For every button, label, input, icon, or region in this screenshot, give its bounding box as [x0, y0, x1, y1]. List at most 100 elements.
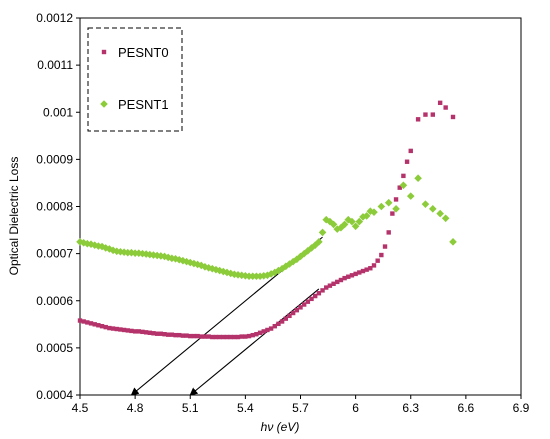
- data-point: [169, 332, 175, 337]
- data-point: [162, 332, 167, 337]
- data-point: [173, 332, 178, 338]
- data-point: [337, 223, 345, 232]
- data-point: [342, 275, 347, 281]
- data-point: [92, 322, 97, 327]
- data-point: [215, 266, 224, 275]
- data-point: [228, 334, 233, 340]
- data-point: [120, 248, 128, 257]
- x-tick-label: 4.8: [127, 401, 144, 415]
- data-point: [443, 105, 448, 110]
- data-point: [232, 334, 237, 340]
- data-point: [166, 332, 171, 337]
- data-point: [168, 254, 176, 263]
- annotation-arrow: [189, 288, 320, 396]
- data-point: [109, 246, 117, 255]
- data-point: [364, 267, 369, 272]
- data-point: [279, 319, 285, 324]
- series-pesnt1: [76, 174, 457, 281]
- data-point: [219, 267, 228, 276]
- data-point: [353, 271, 358, 277]
- data-point: [180, 333, 186, 338]
- data-point: [375, 258, 380, 263]
- data-point: [346, 274, 351, 279]
- x-tick-label: 6.6: [458, 401, 475, 415]
- data-point: [201, 263, 209, 271]
- data-point: [143, 330, 149, 335]
- legend-box: [87, 27, 183, 132]
- data-point: [368, 266, 373, 271]
- data-point: [384, 198, 393, 207]
- data-point: [450, 114, 456, 120]
- data-point: [268, 326, 274, 331]
- data-point: [142, 250, 150, 258]
- data-point: [257, 330, 263, 335]
- data-point: [327, 283, 333, 288]
- data-point: [98, 242, 106, 251]
- data-point: [335, 279, 340, 285]
- data-point: [77, 318, 83, 323]
- data-point: [191, 333, 197, 339]
- data-point: [147, 330, 153, 335]
- data-point: [290, 310, 296, 316]
- data-point: [263, 271, 272, 280]
- legend-label-pesnt1: PESNT1: [118, 97, 169, 112]
- data-point: [235, 334, 241, 340]
- legend-marker-pesnt1: [100, 100, 108, 108]
- data-point: [326, 217, 334, 226]
- data-point: [230, 270, 239, 279]
- data-point: [107, 325, 112, 331]
- data-point: [103, 324, 108, 330]
- data-point: [85, 320, 90, 325]
- data-point: [390, 211, 395, 216]
- legend: PESNT0 PESNT1: [87, 27, 183, 132]
- data-point: [135, 249, 143, 257]
- data-point: [83, 239, 92, 248]
- data-point: [243, 334, 248, 339]
- data-point: [81, 319, 86, 324]
- data-point: [340, 220, 349, 229]
- data-point: [210, 334, 215, 340]
- data-point: [202, 334, 208, 339]
- data-point: [294, 307, 300, 313]
- data-point: [430, 112, 435, 117]
- data-point: [305, 299, 311, 304]
- data-point: [377, 202, 386, 211]
- data-point: [114, 326, 119, 332]
- data-point: [366, 207, 375, 216]
- data-point: [401, 173, 406, 179]
- data-point: [157, 252, 165, 260]
- data-point: [118, 327, 123, 332]
- data-point: [267, 270, 275, 278]
- data-point: [313, 293, 318, 299]
- data-point: [217, 334, 222, 340]
- data-point: [406, 192, 415, 200]
- data-point: [283, 316, 288, 321]
- data-point: [212, 265, 220, 274]
- y-axis-title: Optical Dielectric Loss: [7, 157, 21, 276]
- data-point: [239, 334, 244, 339]
- data-point: [393, 197, 399, 202]
- data-point: [282, 262, 290, 271]
- data-point: [379, 252, 384, 258]
- data-point: [270, 268, 279, 277]
- y-tick-label: 0.001: [43, 105, 73, 119]
- x-tick-label: 4.5: [72, 401, 89, 415]
- series-pesnt0: [77, 100, 456, 340]
- data-point: [171, 255, 180, 263]
- data-point: [355, 217, 364, 226]
- data-point: [329, 220, 338, 229]
- x-tick-label: 6.9: [513, 401, 530, 415]
- data-point: [99, 323, 105, 329]
- data-point: [414, 174, 422, 183]
- data-point: [121, 327, 127, 333]
- x-tick-label: 5.7: [292, 401, 309, 415]
- data-point: [153, 251, 161, 260]
- data-point: [357, 270, 362, 275]
- data-point: [88, 321, 94, 326]
- data-point: [300, 249, 308, 258]
- legend-label-pesnt0: PESNT0: [118, 45, 169, 60]
- y-tick-label: 0.0005: [36, 341, 73, 355]
- data-point: [132, 329, 138, 334]
- x-tick-label: 5.1: [182, 401, 199, 415]
- x-tick-label: 5.4: [237, 401, 254, 415]
